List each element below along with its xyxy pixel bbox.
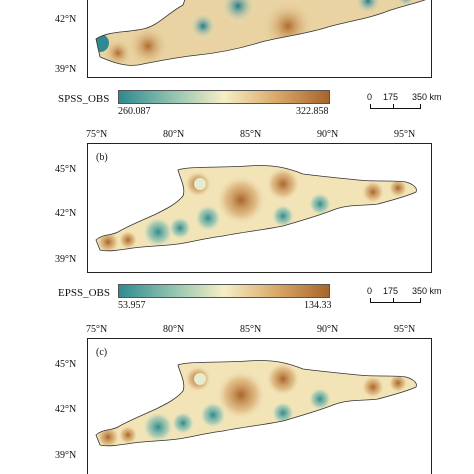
region-map-a [95,0,431,66]
scale-label: 175 [383,92,399,102]
region-map-b [95,165,417,252]
lat-tick-label: 45°N [55,359,77,370]
lat-tick-label: 42°N [55,208,77,219]
colorbar-min: 260.087 [118,106,151,117]
colorbar-gradient [118,284,330,298]
lat-tick-label: 42°N [55,404,77,415]
lat-tick-label: 39°N [55,254,77,265]
lon-tick-label: 75°N [86,129,108,140]
lat-tick-label: 39°N [55,64,77,75]
colorbar-max: 322.858 [296,106,329,117]
lat-tick-label: 42°N [55,14,77,25]
scale-label: 175 [383,286,399,296]
lon-tick-label: 75°N [86,324,108,335]
colorbar-max: 134.33 [304,300,332,311]
map-panel-b: (b) [87,143,432,273]
scale-label: 350 km [412,286,442,296]
lon-tick-label: 95°N [394,324,416,335]
panel-label: (c) [96,347,108,358]
scale-label: 350 km [412,92,442,102]
lon-tick-label: 85°N [240,129,262,140]
colorbar-title: SPSS_OBS [58,93,110,105]
lon-tick-label: 95°N [394,129,416,140]
lon-tick-label: 90°N [317,324,339,335]
lat-tick-label: 39°N [55,450,77,461]
colorbar-min: 53.957 [118,300,146,311]
lat-tick-label: 45°N [55,164,77,175]
panel-label: (b) [96,152,108,163]
region-map-c [95,360,417,447]
colorbar-gradient [118,90,330,104]
colorbar-title: EPSS_OBS [58,287,110,299]
lon-tick-label: 80°N [163,324,185,335]
lon-tick-label: 80°N [163,129,185,140]
scale-label: 0 [367,286,373,296]
lon-tick-label: 90°N [317,129,339,140]
map-panel-a [87,0,432,78]
map-panel-c: (c) [87,338,432,474]
scale-label: 0 [367,92,373,102]
lon-tick-label: 85°N [240,324,262,335]
